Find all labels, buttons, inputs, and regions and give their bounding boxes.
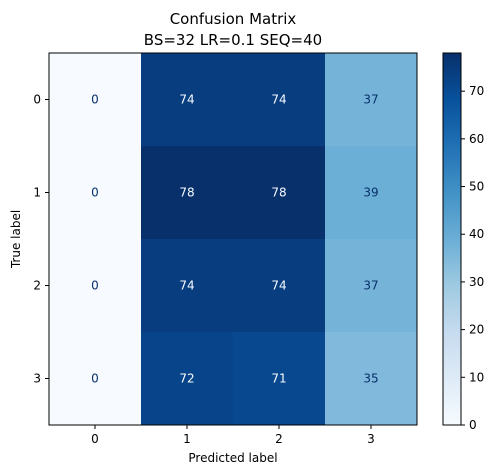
chart-subtitle: BS=32 LR=0.1 SEQ=40 bbox=[144, 31, 322, 49]
cell-value-r1-c3: 39 bbox=[363, 186, 378, 200]
colorbar-tick-label-1: 10 bbox=[469, 370, 484, 384]
cell-value-r1-c0: 0 bbox=[91, 186, 99, 200]
cell-value-r0-c2: 74 bbox=[271, 93, 286, 107]
y-tick-label-2: 2 bbox=[33, 279, 41, 293]
colorbar-tick-label-3: 30 bbox=[469, 275, 484, 289]
cell-value-r3-c1: 72 bbox=[179, 372, 194, 386]
cell-value-r0-c1: 74 bbox=[179, 93, 194, 107]
colorbar bbox=[443, 53, 461, 425]
colorbar-ticks: 0 10 20 30 40 50 60 70 bbox=[461, 84, 484, 432]
cell-value-r0-c0: 0 bbox=[91, 93, 99, 107]
colorbar-tick-label-7: 70 bbox=[469, 84, 484, 98]
x-tick-label-1: 1 bbox=[183, 432, 191, 446]
y-axis-ticks: 0 1 2 3 bbox=[33, 93, 49, 386]
y-tick-label-3: 3 bbox=[33, 372, 41, 386]
x-tick-label-0: 0 bbox=[91, 432, 99, 446]
cell-value-r2-c1: 74 bbox=[179, 279, 194, 293]
colorbar-tick-label-4: 40 bbox=[469, 227, 484, 241]
cell-value-r1-c1: 78 bbox=[179, 186, 194, 200]
cell-value-r0-c3: 37 bbox=[363, 93, 378, 107]
x-axis-label: Predicted label bbox=[188, 451, 277, 465]
cell-value-r3-c2: 71 bbox=[271, 372, 286, 386]
cell-value-r3-c3: 35 bbox=[363, 372, 378, 386]
cell-value-r2-c2: 74 bbox=[271, 279, 286, 293]
cell-value-r1-c2: 78 bbox=[271, 186, 286, 200]
colorbar-tick-label-0: 0 bbox=[469, 418, 477, 432]
cell-value-r3-c0: 0 bbox=[91, 372, 99, 386]
colorbar-tick-label-6: 60 bbox=[469, 132, 484, 146]
x-tick-label-2: 2 bbox=[275, 432, 283, 446]
y-tick-label-0: 0 bbox=[33, 93, 41, 107]
heatmap-cells bbox=[49, 53, 418, 426]
x-axis-ticks: 0 1 2 3 bbox=[91, 425, 375, 446]
cell-value-r2-c0: 0 bbox=[91, 279, 99, 293]
colorbar-tick-label-2: 20 bbox=[469, 323, 484, 337]
colorbar-tick-label-5: 50 bbox=[469, 180, 484, 194]
cell-value-r2-c3: 37 bbox=[363, 279, 378, 293]
y-axis-label: True label bbox=[9, 210, 23, 269]
x-tick-label-3: 3 bbox=[367, 432, 375, 446]
y-tick-label-1: 1 bbox=[33, 186, 41, 200]
chart-title: Confusion Matrix bbox=[170, 10, 297, 28]
